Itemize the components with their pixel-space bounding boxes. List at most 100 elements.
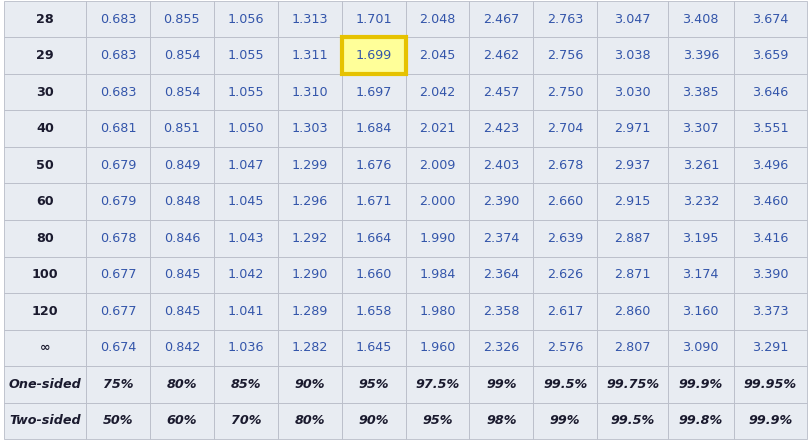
Text: 2.639: 2.639	[547, 232, 583, 245]
Text: 3.674: 3.674	[752, 13, 788, 26]
Bar	[277, 293, 341, 330]
Text: 3.390: 3.390	[752, 268, 788, 281]
Bar	[597, 257, 668, 293]
Bar	[597, 1, 668, 37]
Text: 1.676: 1.676	[355, 159, 392, 172]
Text: 3.551: 3.551	[752, 122, 788, 135]
Bar	[597, 183, 668, 220]
Bar	[734, 110, 807, 147]
Bar	[277, 330, 341, 366]
Bar	[470, 366, 534, 403]
Text: 3.307: 3.307	[682, 122, 719, 135]
Text: 2.678: 2.678	[547, 159, 583, 172]
Text: 0.683: 0.683	[100, 49, 136, 62]
Bar	[734, 366, 807, 403]
Bar	[406, 110, 470, 147]
Bar	[341, 183, 406, 220]
Bar	[470, 220, 534, 257]
Text: 1.282: 1.282	[291, 341, 328, 354]
Bar	[214, 37, 277, 74]
Text: 1.701: 1.701	[355, 13, 392, 26]
Bar	[406, 74, 470, 110]
Bar	[534, 403, 597, 439]
Bar	[214, 257, 277, 293]
Text: 1.299: 1.299	[291, 159, 328, 172]
Bar	[214, 74, 277, 110]
Bar	[668, 293, 734, 330]
Text: 3.261: 3.261	[683, 159, 719, 172]
Text: 1.684: 1.684	[355, 122, 392, 135]
Bar	[406, 1, 470, 37]
Bar	[86, 1, 150, 37]
Text: 0.683: 0.683	[100, 13, 136, 26]
Bar	[534, 37, 597, 74]
Bar	[341, 330, 406, 366]
Text: 3.195: 3.195	[683, 232, 719, 245]
Bar	[341, 257, 406, 293]
Bar	[734, 147, 807, 183]
Bar	[734, 330, 807, 366]
Text: 40: 40	[36, 122, 54, 135]
Bar	[734, 220, 807, 257]
Bar	[668, 1, 734, 37]
Text: 3.408: 3.408	[683, 13, 719, 26]
Text: 1.645: 1.645	[355, 341, 392, 354]
Text: 3.373: 3.373	[752, 305, 788, 318]
Bar	[597, 403, 668, 439]
Text: 1.980: 1.980	[419, 305, 456, 318]
Bar	[341, 37, 406, 74]
Bar	[597, 147, 668, 183]
Text: 0.854: 0.854	[164, 86, 200, 99]
Bar	[341, 147, 406, 183]
Bar	[668, 110, 734, 147]
Text: 1.311: 1.311	[291, 49, 328, 62]
Text: 3.396: 3.396	[683, 49, 719, 62]
Text: 95%: 95%	[423, 414, 453, 427]
Text: 0.846: 0.846	[164, 232, 200, 245]
Bar	[734, 257, 807, 293]
Text: 1.296: 1.296	[291, 195, 328, 208]
Bar	[406, 220, 470, 257]
Text: 29: 29	[36, 49, 54, 62]
Text: 2.021: 2.021	[419, 122, 456, 135]
Bar	[734, 403, 807, 439]
Text: 2.660: 2.660	[547, 195, 583, 208]
Bar	[4, 37, 86, 74]
Text: 3.291: 3.291	[752, 341, 788, 354]
Bar	[341, 220, 406, 257]
Text: 2.617: 2.617	[547, 305, 583, 318]
Text: 2.704: 2.704	[547, 122, 583, 135]
Text: 2.000: 2.000	[419, 195, 456, 208]
Bar	[86, 293, 150, 330]
Text: 1.289: 1.289	[291, 305, 328, 318]
Text: 3.090: 3.090	[683, 341, 719, 354]
Bar	[470, 403, 534, 439]
Bar	[4, 366, 86, 403]
Text: 2.390: 2.390	[483, 195, 520, 208]
Text: 1.047: 1.047	[228, 159, 264, 172]
Text: 100: 100	[32, 268, 58, 281]
Text: 1.055: 1.055	[227, 49, 264, 62]
Text: 1.697: 1.697	[355, 86, 392, 99]
Bar	[406, 330, 470, 366]
Bar	[86, 366, 150, 403]
Bar	[341, 37, 406, 74]
Bar	[470, 110, 534, 147]
Text: 0.845: 0.845	[164, 305, 200, 318]
Bar	[86, 220, 150, 257]
Text: 99.95%: 99.95%	[744, 378, 797, 391]
Bar	[470, 74, 534, 110]
Text: 28: 28	[36, 13, 54, 26]
Text: 1.660: 1.660	[355, 268, 392, 281]
Bar	[470, 183, 534, 220]
Bar	[406, 403, 470, 439]
Bar	[668, 74, 734, 110]
Bar	[597, 74, 668, 110]
Text: 2.937: 2.937	[615, 159, 650, 172]
Text: 0.848: 0.848	[164, 195, 200, 208]
Text: 2.915: 2.915	[615, 195, 650, 208]
Text: 3.047: 3.047	[614, 13, 650, 26]
Text: 2.756: 2.756	[547, 49, 583, 62]
Bar	[734, 74, 807, 110]
Text: 0.681: 0.681	[100, 122, 136, 135]
